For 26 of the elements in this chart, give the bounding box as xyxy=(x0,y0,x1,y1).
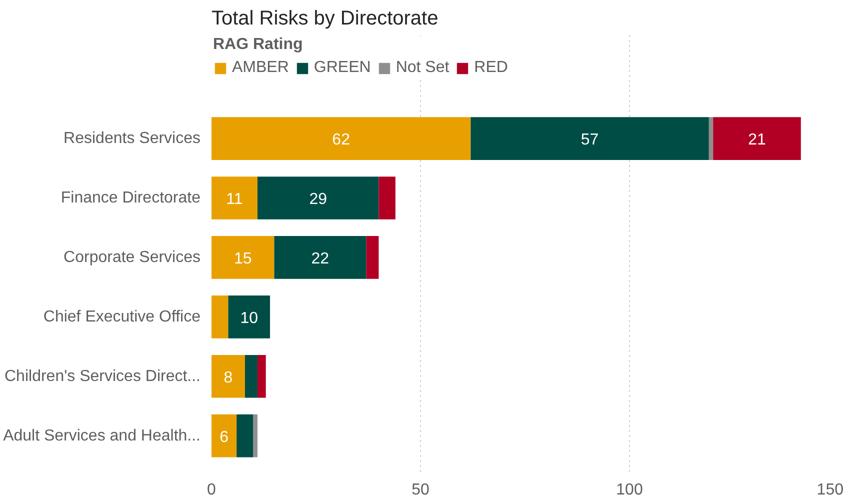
y-tick-label: Residents Services xyxy=(64,130,201,148)
y-tick-label: Finance Directorate xyxy=(60,190,201,207)
data-label: 8 xyxy=(224,369,233,386)
legend-label: Not Set xyxy=(396,59,450,77)
legend-label: AMBER xyxy=(232,59,289,77)
legend-title: RAG Rating xyxy=(213,36,304,54)
x-tick-label: 50 xyxy=(412,482,430,497)
data-label: 11 xyxy=(226,191,243,208)
data-label: 6 xyxy=(220,428,229,446)
data-label: 57 xyxy=(580,132,599,149)
y-tick-label: Chief Executive Office xyxy=(43,308,201,326)
data-label: 15 xyxy=(234,250,252,268)
x-tick-label: 0 xyxy=(207,482,216,497)
y-tick-label: Corporate Services xyxy=(64,248,201,266)
y-tick-label: Children's Services Direct... xyxy=(4,368,200,385)
x-tick-label: 150 xyxy=(816,482,843,497)
legend-label: GREEN xyxy=(314,59,371,77)
y-tick-label: Adult Services and Health... xyxy=(3,427,200,444)
chart-title: Total Risks by Directorate xyxy=(212,8,438,30)
x-tick-label: 100 xyxy=(616,482,643,497)
data-label: 10 xyxy=(240,310,258,327)
data-label: 22 xyxy=(311,250,330,268)
data-label: 21 xyxy=(748,132,766,149)
data-label: 62 xyxy=(332,132,350,149)
data-label: 29 xyxy=(309,191,328,208)
legend-label: RED xyxy=(474,59,508,77)
